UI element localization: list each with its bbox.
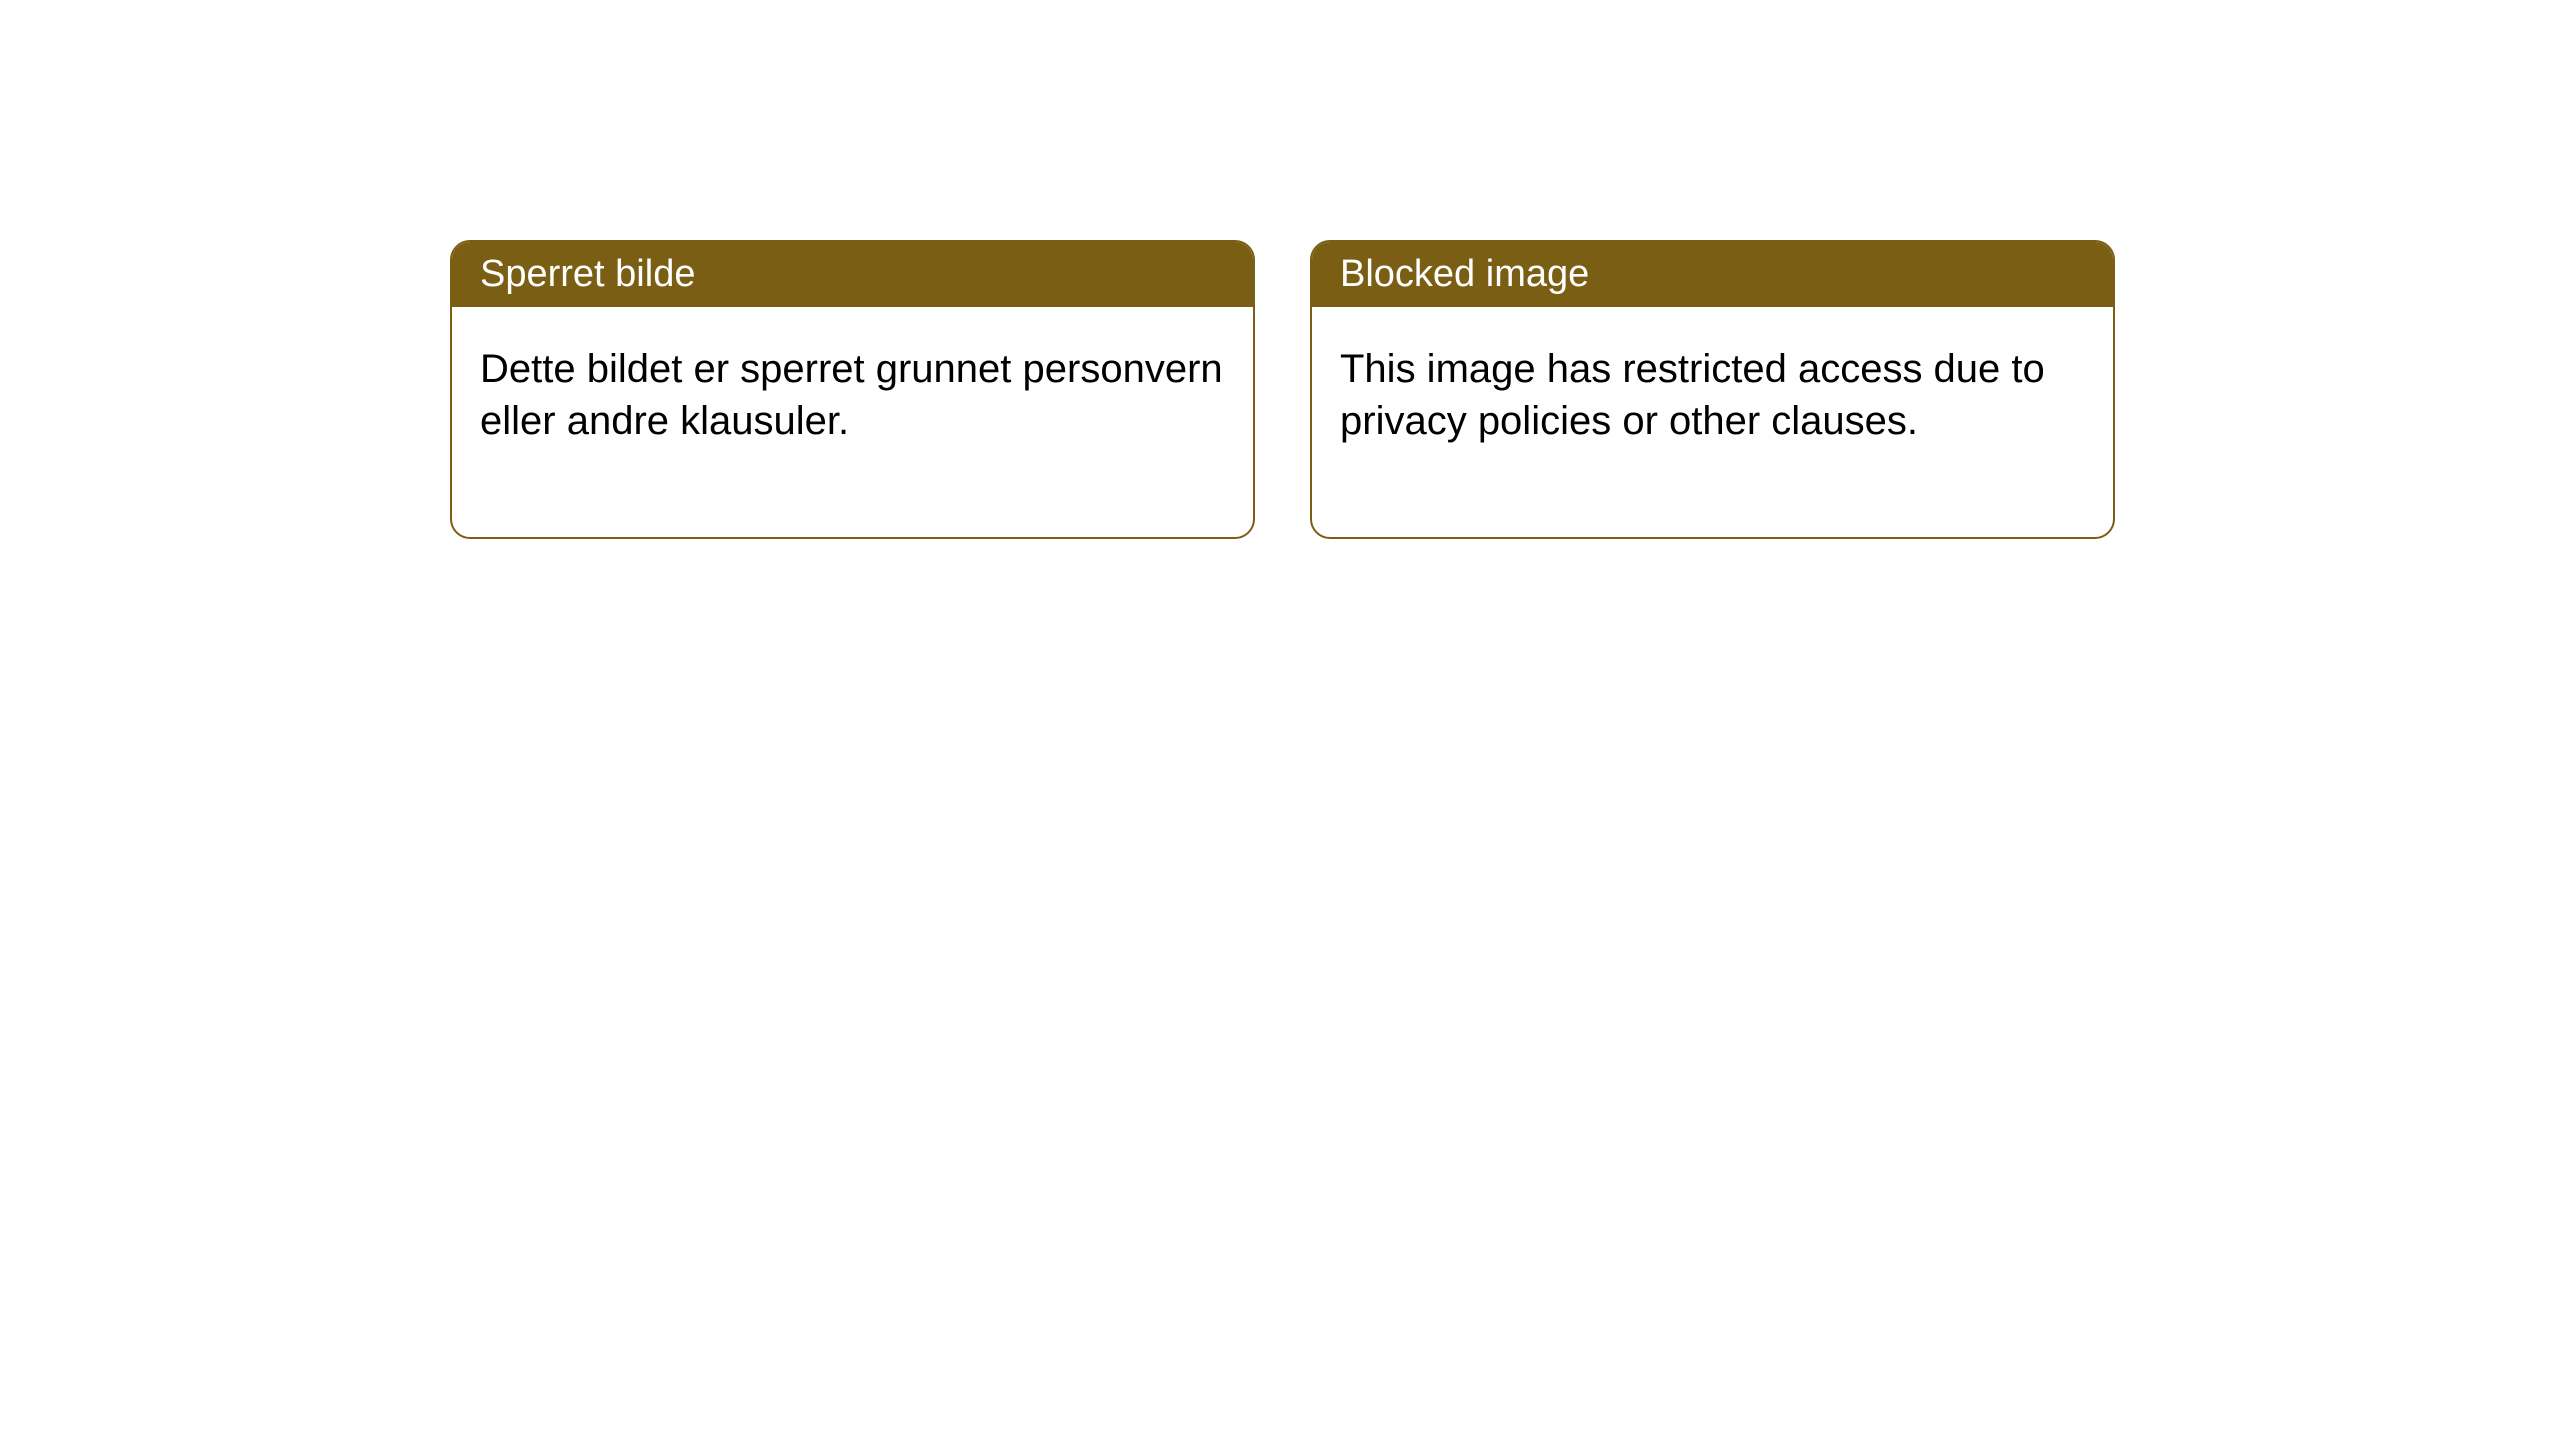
card-body-norwegian: Dette bildet er sperret grunnet personve… — [452, 307, 1253, 537]
card-body-english: This image has restricted access due to … — [1312, 307, 2113, 537]
card-header-norwegian: Sperret bilde — [452, 242, 1253, 307]
notice-card-norwegian: Sperret bilde Dette bildet er sperret gr… — [450, 240, 1255, 539]
card-header-english: Blocked image — [1312, 242, 2113, 307]
notice-cards-container: Sperret bilde Dette bildet er sperret gr… — [450, 240, 2115, 539]
notice-card-english: Blocked image This image has restricted … — [1310, 240, 2115, 539]
